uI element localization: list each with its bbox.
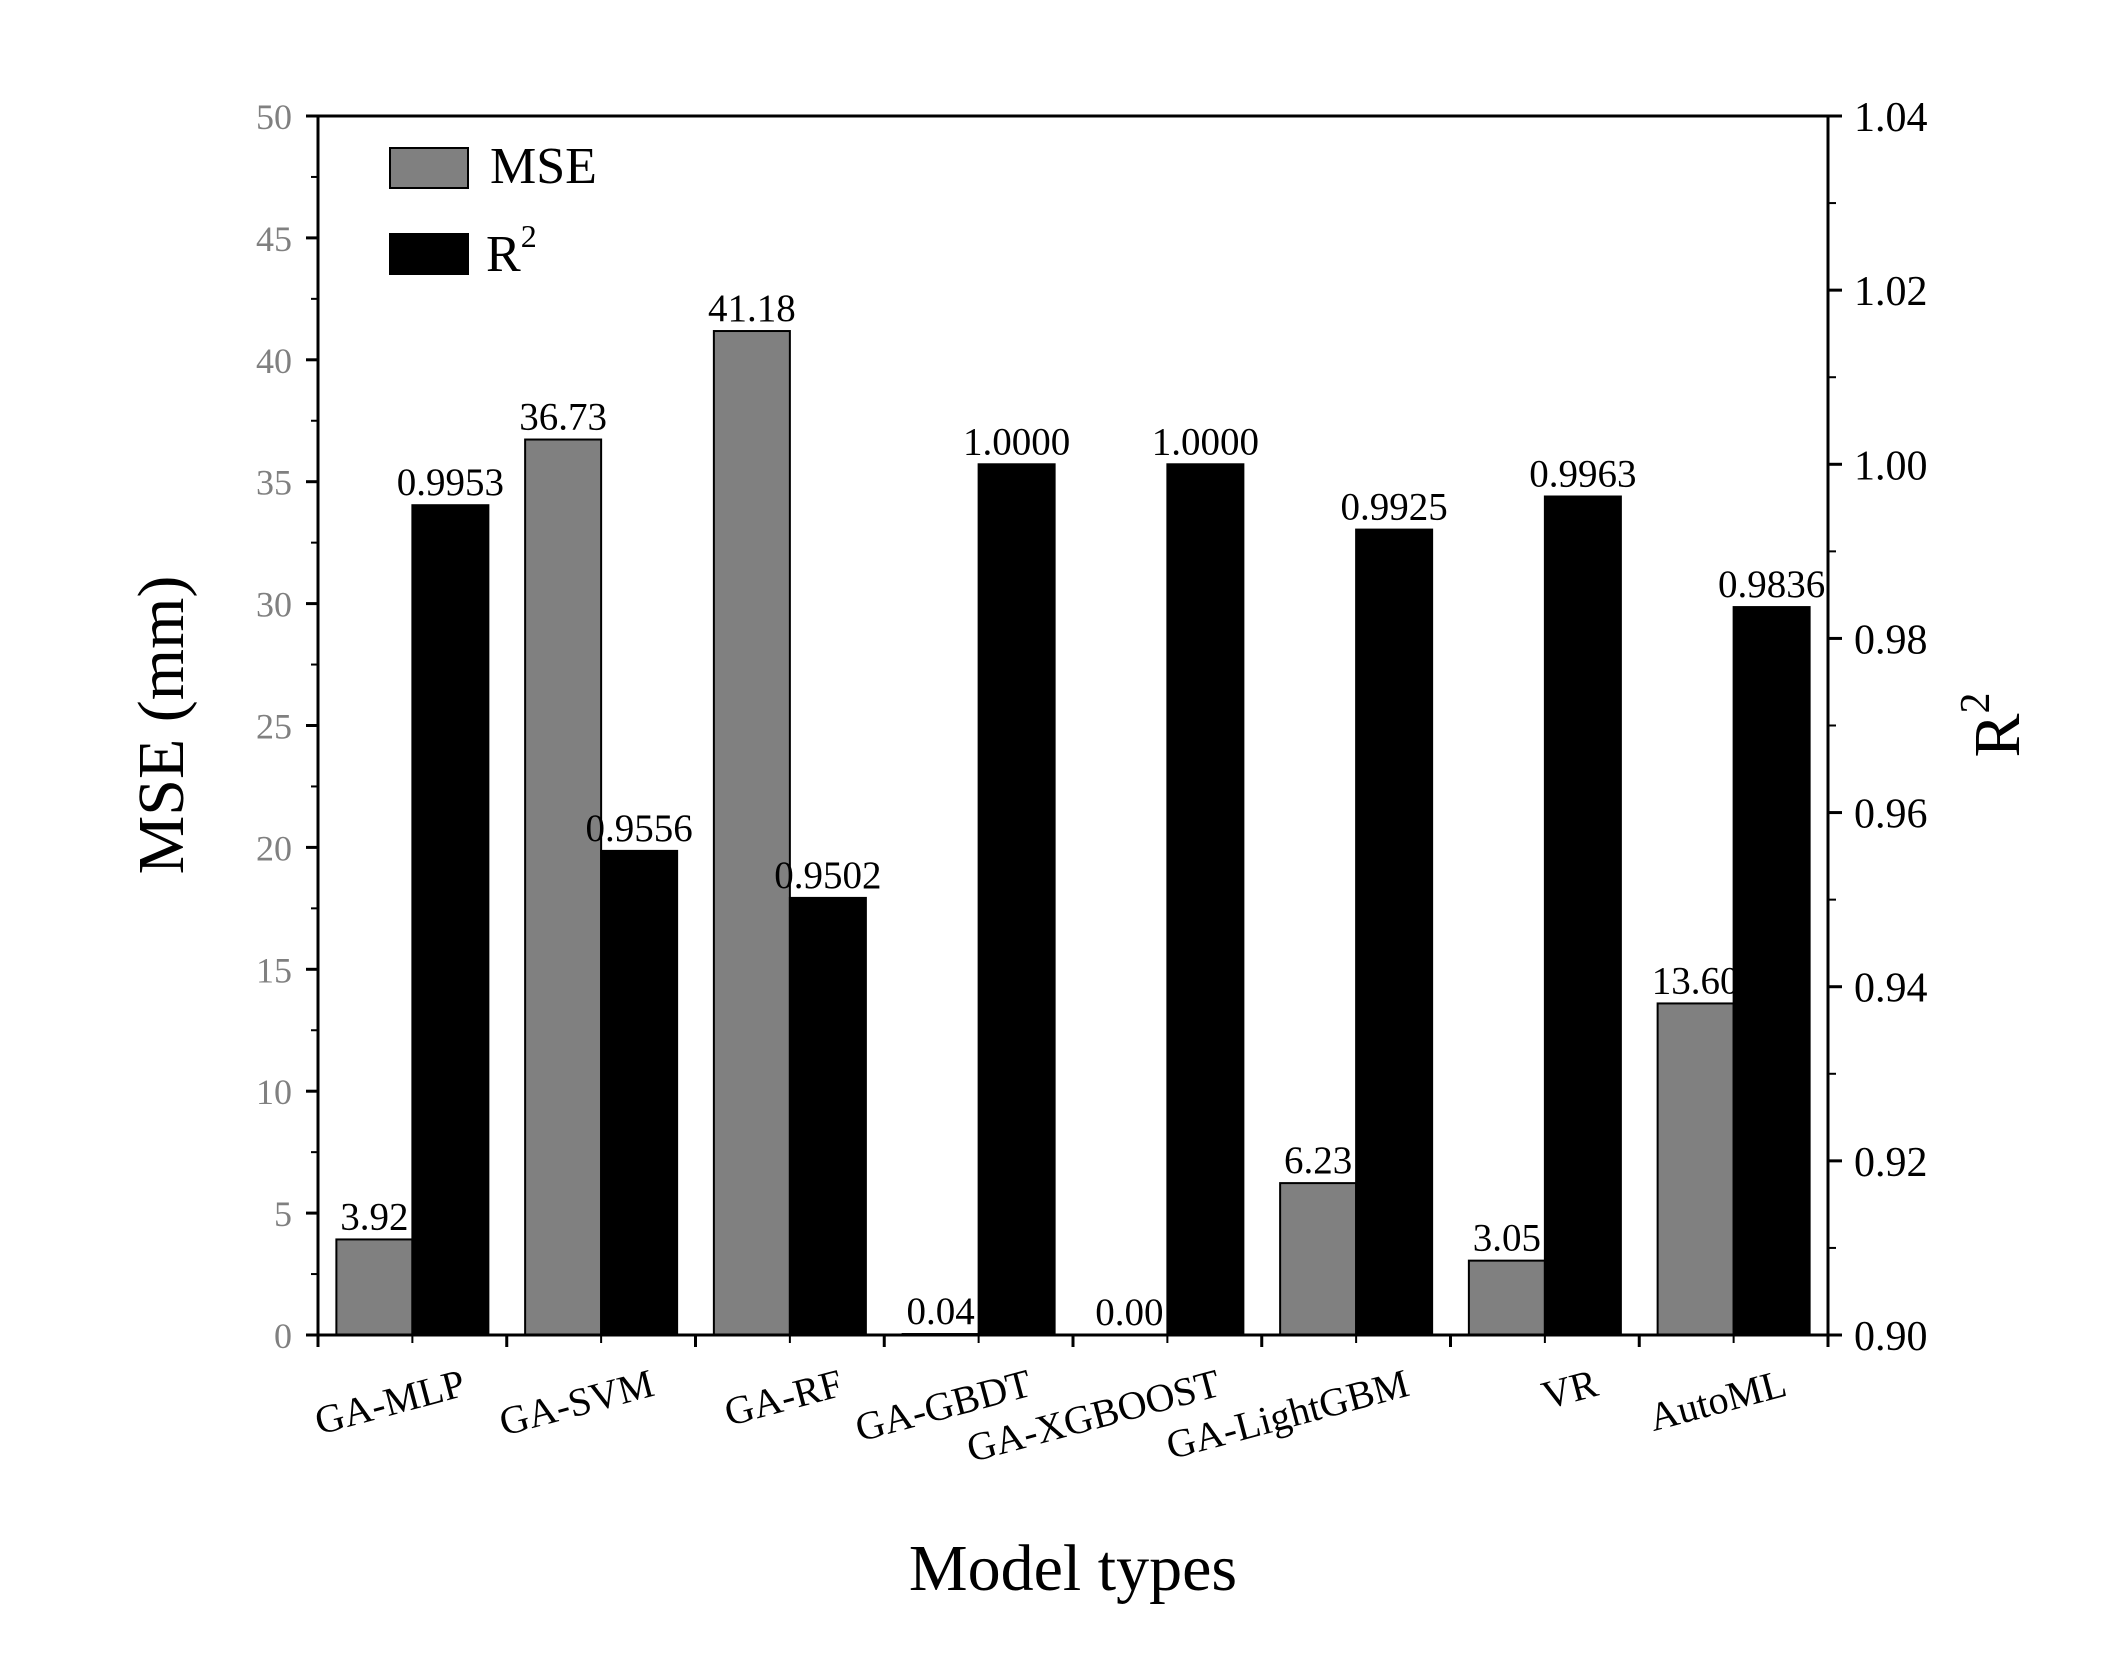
data-label-mse-ga-xgboost: 0.00	[1095, 1291, 1163, 1334]
bar-mse-automl	[1656, 1002, 1735, 1336]
legend-label-r2: R2	[486, 218, 537, 283]
data-label-mse-vr: 3.05	[1473, 1217, 1541, 1260]
data-label-mse-ga-gbdt: 0.04	[907, 1290, 975, 1333]
bar-mse-vr	[1467, 1259, 1546, 1336]
right-y-axis: 0.90 0.92 0.94 0.96 0.98 1.00 1.02 1.04	[1828, 95, 1928, 1360]
left-tick-label: 30	[256, 585, 292, 625]
right-tick-label: 1.00	[1854, 443, 1928, 489]
data-label-r2-ga-svm: 0.9556	[586, 807, 693, 850]
y-axis-right-title: R2	[1953, 692, 2034, 757]
bar-r2-ga-rf	[788, 896, 867, 1336]
legend-label-mse: MSE	[490, 138, 597, 195]
right-tick-label: 0.94	[1854, 966, 1928, 1012]
y-axis-right-title-sup: 2	[1953, 692, 1999, 713]
y-axis-right-title-base: R	[1961, 713, 2034, 757]
bar-r2-automl	[1732, 606, 1811, 1336]
x-axis-title: Model types	[909, 1532, 1237, 1605]
data-label-r2-ga-xgboost: 1.0000	[1152, 420, 1259, 463]
data-label-r2-ga-rf: 0.9502	[774, 854, 881, 897]
bar-r2-ga-lightgbm	[1355, 528, 1434, 1336]
legend-label-r2-base: R	[486, 226, 521, 283]
bar-r2-vr	[1543, 495, 1622, 1336]
x-axis: GA-MLP GA-SVM GA-RF GA-GBDTGA-XGBOOSTGA-Lig…	[310, 1335, 1830, 1471]
data-label-mse-ga-lightgbm: 6.23	[1284, 1139, 1352, 1182]
data-label-mse-ga-svm: 36.73	[519, 396, 607, 439]
right-tick-label: 1.04	[1854, 95, 1928, 141]
data-labels-layer: 3.92 0.9953 36.73 0.9556 41.18 0.9502 0.04 1.00…	[340, 287, 1825, 1334]
legend: MSE R2	[389, 138, 597, 283]
data-label-r2-ga-mlp: 0.9953	[397, 461, 504, 504]
left-tick-label: 20	[256, 828, 292, 868]
x-tick-label-ga-svm: GA-SVM	[494, 1360, 658, 1444]
left-y-axis: 0 5 10 15 20 25 30 35 40 45 50	[256, 97, 318, 1356]
data-label-r2-automl: 0.9836	[1718, 563, 1825, 606]
legend-swatch-mse	[389, 147, 469, 189]
left-tick-label: 0	[274, 1316, 292, 1356]
bar-r2-ga-mlp	[411, 504, 490, 1336]
data-label-mse-ga-mlp: 3.92	[340, 1195, 408, 1238]
data-label-mse-automl: 13.60	[1652, 959, 1740, 1002]
left-tick-label: 40	[256, 341, 292, 381]
bar-mse-ga-svm	[524, 438, 603, 1337]
left-tick-label: 5	[274, 1194, 292, 1234]
right-tick-label: 0.92	[1854, 1140, 1928, 1186]
data-label-r2-ga-gbdt: 1.0000	[963, 420, 1070, 463]
data-label-r2-vr: 0.9963	[1529, 453, 1636, 496]
right-tick-label: 0.98	[1854, 617, 1928, 663]
bars-layer	[335, 330, 1811, 1337]
data-label-r2-ga-lightgbm: 0.9925	[1341, 486, 1448, 529]
right-tick-label: 1.02	[1854, 269, 1928, 315]
x-tick-label-ga-rf: GA-RF	[720, 1360, 848, 1435]
x-tick-label-automl: AutoML	[1644, 1360, 1791, 1440]
left-tick-label: 15	[256, 950, 292, 990]
x-tick-label-vr: VR	[1537, 1360, 1603, 1418]
right-tick-label: 0.90	[1854, 1314, 1928, 1360]
left-tick-label: 25	[256, 707, 292, 747]
left-tick-label: 10	[256, 1072, 292, 1112]
x-tick-label-ga-mlp: GA-MLP	[310, 1360, 470, 1443]
legend-swatch-r2	[389, 233, 469, 275]
left-tick-label: 45	[256, 219, 292, 259]
y-axis-left-title: MSE (mm)	[125, 576, 198, 875]
bar-r2-ga-xgboost	[1166, 463, 1245, 1336]
left-tick-label: 50	[256, 97, 292, 137]
bar-mse-ga-rf	[712, 330, 791, 1336]
right-tick-label: 0.96	[1854, 792, 1928, 838]
bar-r2-ga-svm	[600, 849, 679, 1337]
bar-r2-ga-gbdt	[977, 463, 1056, 1336]
left-tick-label: 35	[256, 463, 292, 503]
bar-mse-ga-mlp	[335, 1238, 414, 1337]
legend-label-r2-sup: 2	[521, 218, 537, 254]
bar-mse-ga-lightgbm	[1279, 1182, 1358, 1336]
data-label-mse-ga-rf: 41.18	[708, 287, 796, 330]
